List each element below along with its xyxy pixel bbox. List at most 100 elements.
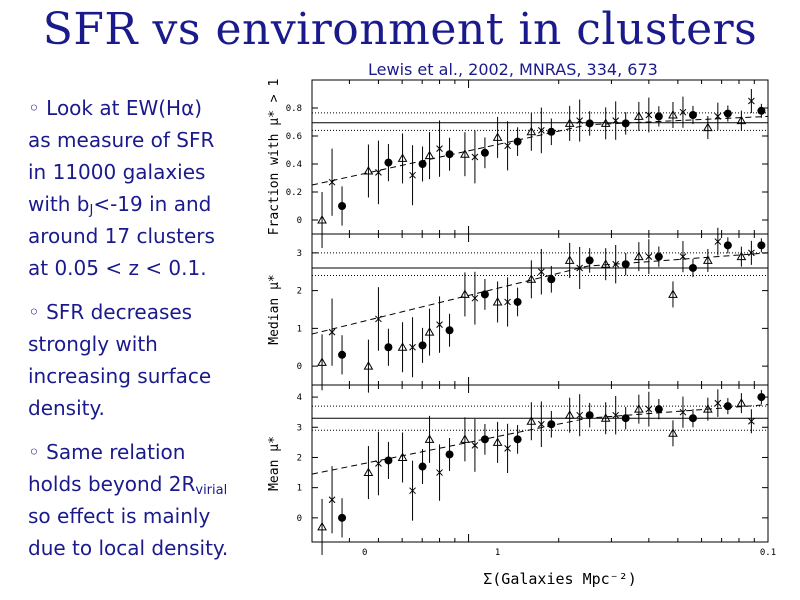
panel-2-cross-point — [645, 253, 653, 261]
bullet-3-line-1: ◦ Same relation — [28, 440, 186, 464]
panel-2-triangle-point — [633, 251, 644, 261]
panel-2-circle-point — [384, 343, 393, 352]
panel-2-cross-point — [679, 253, 687, 261]
panel-1-circle-point — [585, 119, 594, 128]
panel-1-circle-point — [384, 158, 393, 167]
panel-2-cross-point — [612, 260, 620, 268]
panel-2-ytick-label: 3 — [297, 249, 302, 259]
bullet-2: ◦ SFR decreases strongly with increasing… — [28, 296, 268, 424]
panel-3-triangle-point — [526, 416, 537, 425]
panel-3-circle-point — [513, 435, 522, 444]
panel-1-circle-point — [547, 127, 556, 136]
panel-3-circle-point — [384, 456, 393, 465]
x-axis-label: Σ(Galaxies Mpc⁻²) — [483, 570, 637, 588]
panel-3-ytick-label: 4 — [297, 393, 302, 403]
panel-2-circle-point — [480, 290, 489, 299]
panel-2-cross-point — [748, 249, 755, 257]
panel-3-cross-point — [537, 420, 545, 428]
panel-2-circle-point — [621, 260, 630, 269]
bullet-3-line-2: holds beyond 2Rvirial — [28, 468, 268, 500]
panel-1-triangle-point — [633, 111, 644, 120]
panel-1-ytick-label: 0.8 — [286, 104, 302, 114]
bullet-2-line-2: strongly with — [28, 332, 158, 356]
bullet-3-line-4: due to local density. — [28, 536, 229, 560]
panel-3-cross-point — [748, 417, 755, 425]
panel-3-triangle-point — [600, 413, 611, 422]
panel-1-cross-point — [537, 127, 545, 134]
panel-1-ytick-label: 0.2 — [286, 188, 302, 198]
bullet-1-line-3: in 11000 galaxies — [28, 160, 206, 184]
panel-3-triangle-point — [702, 404, 713, 413]
panel-1-cross-point — [328, 178, 336, 186]
panel-2-circle-point — [445, 326, 454, 335]
panel-2-circle-point — [585, 256, 594, 265]
panel-1-triangle-point — [526, 126, 537, 136]
panel-2-triangle-point — [397, 342, 408, 351]
panel-2-cross-point — [471, 294, 479, 302]
panel-1-cross-point — [748, 97, 755, 105]
panel-2-triangle-point — [736, 251, 747, 261]
panel-1-triangle-point — [736, 115, 747, 125]
panel-1-triangle-point — [397, 153, 408, 162]
panel-1-circle-point — [445, 150, 454, 159]
panel-3-ytick-label: 1 — [297, 484, 302, 494]
panel-2-cross-point — [576, 264, 584, 272]
panel-3-circle-point — [585, 411, 594, 420]
panel-2-ytick-label: 2 — [297, 287, 302, 297]
panel-2-circle-point — [547, 275, 556, 284]
panel-1-triangle-point — [668, 109, 678, 119]
bullet-3: ◦ Same relation holds beyond 2Rvirial so… — [28, 436, 268, 564]
panel-3-ytick-label: 0 — [297, 514, 302, 524]
x-tick-label: 1 — [495, 548, 500, 558]
bullet-3-line-2-a: holds beyond 2R — [28, 472, 196, 496]
panel-3-cross-point — [375, 460, 382, 467]
panel-2-circle-point — [723, 241, 732, 250]
panel-1-ylabel: Fraction with μ* > 1 — [267, 79, 282, 236]
panel-2-triangle-point — [668, 289, 678, 298]
panel-1-cross-point — [714, 113, 722, 120]
panel-1-cross-point — [504, 142, 511, 150]
panel-3-ytick-label: 2 — [297, 453, 302, 463]
panel-3-circle-point — [547, 420, 556, 429]
panel-1-ytick-label: 0.6 — [286, 132, 302, 142]
panel-2-cross-point — [714, 238, 722, 245]
bullet-1: ◦ Look at EW(Hα) as measure of SFR in 11… — [28, 92, 268, 284]
panel-1-circle-point — [338, 202, 347, 210]
bullet-1-line-2: as measure of SFR — [28, 128, 215, 152]
panel-3-cross-point — [504, 445, 511, 452]
panel-1-triangle-point — [363, 165, 374, 175]
panel-2-circle-point — [513, 297, 522, 306]
panel-1-triangle-point — [702, 122, 713, 132]
panel-3-cross-point — [612, 411, 620, 419]
bullet-3-line-3: so effect is mainly — [28, 504, 211, 528]
panel-2-cross-point — [436, 321, 443, 328]
bullet-3-subscript: virial — [195, 483, 228, 498]
panel-1-cross-point — [409, 171, 416, 179]
panel-3-triangle-point — [424, 434, 435, 443]
panel-1-triangle-point — [564, 118, 575, 127]
panel-3-cross-point — [576, 411, 584, 419]
panel-2-frame — [311, 233, 769, 386]
panel-3-cross-point — [328, 496, 336, 504]
bullet-1-line-4-a: with b — [28, 192, 90, 216]
panel-3-ylabel: Mean μ* — [267, 436, 282, 491]
panel-1-cross-point — [612, 117, 620, 124]
bullet-2-line-3: increasing surface — [28, 364, 212, 388]
panel-3-triangle-point — [736, 398, 747, 407]
panel-3-triangle-point — [633, 404, 644, 413]
panel-2-ytick-label: 0 — [297, 362, 302, 372]
panel-2-circle-point — [418, 341, 427, 350]
panel-1-circle-point — [688, 111, 697, 119]
panel-1-circle-point — [480, 148, 489, 157]
panel-3-frame — [311, 384, 769, 543]
panel-3-circle-point — [445, 450, 454, 459]
panel-1-circle-point — [654, 112, 663, 121]
panel-3-triangle-point — [363, 467, 374, 477]
bullet-1-line-5: around 17 clusters — [28, 224, 215, 248]
x-tick-label: 0.1 — [760, 548, 776, 558]
panel-1-cross-point — [436, 145, 443, 152]
panel-3-circle-point — [621, 414, 630, 423]
panel-2-triangle-point — [317, 357, 327, 366]
panel-3-circle-point — [757, 393, 766, 402]
